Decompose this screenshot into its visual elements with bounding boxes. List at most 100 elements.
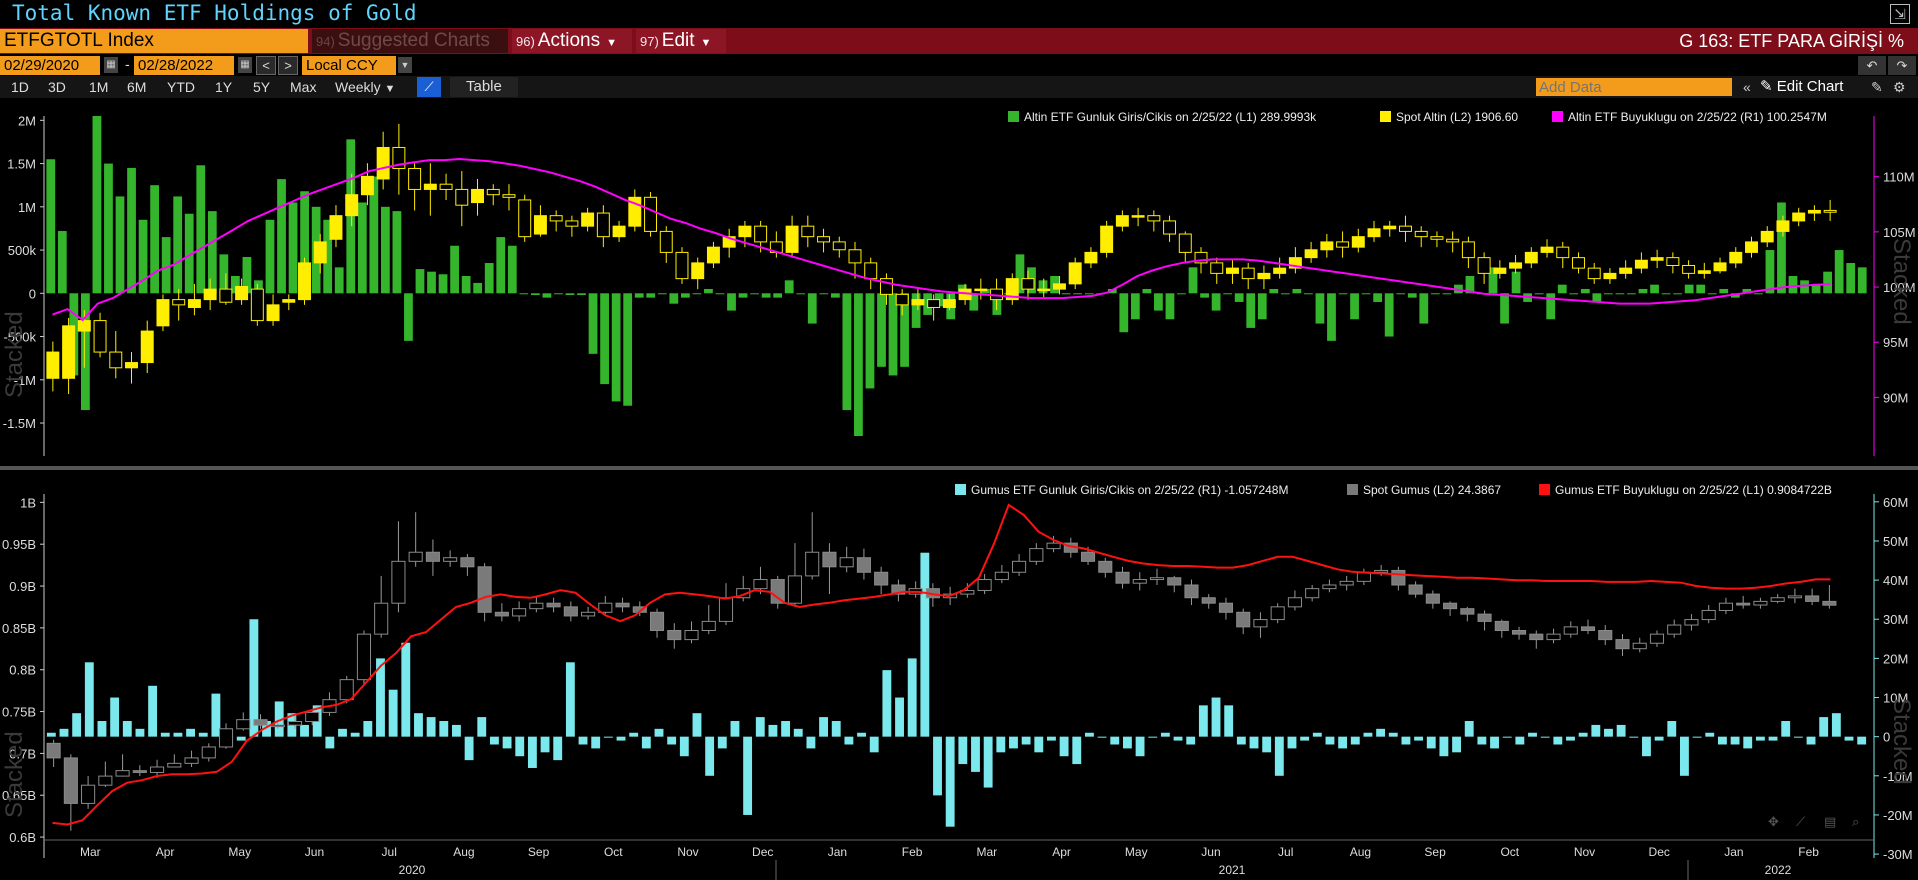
period-1y[interactable]: 1Y (215, 79, 233, 95)
actions-menu[interactable]: 96) Actions ▼ (512, 29, 632, 53)
left-tick-label: -1M (14, 373, 36, 388)
pan-icon[interactable]: ✥ (1768, 815, 1779, 830)
period-5y[interactable]: 5Y (253, 79, 271, 95)
gear-icon[interactable]: ⚙ (1893, 79, 1906, 95)
spot-silver-candle (425, 551, 440, 562)
line-chart-icon[interactable]: ⟋ (417, 77, 441, 97)
add-data-input[interactable] (1536, 78, 1732, 96)
silver-left-axis: 1B 0.95B 0.9B 0.85B 0.8B 0.75B 0.7B 0.65B 0.6B (2, 494, 45, 858)
frequency-select[interactable]: Weekly ▼ (332, 77, 398, 97)
spot-silver-candle (1667, 624, 1682, 635)
silver-flow-bar (540, 736, 550, 753)
gold-flow-bar (461, 276, 471, 294)
actions-label: Actions (537, 30, 601, 51)
draw-icon[interactable]: ⟋ (1796, 815, 1806, 830)
month-label: Apr (1052, 845, 1071, 859)
period-6m[interactable]: 6M (127, 79, 147, 95)
gold-flow-bar (773, 293, 783, 298)
silver-flow-bar (1578, 732, 1588, 737)
gold-flow-bar (750, 293, 759, 295)
legend-label: Gumus ETF Gunluk Giris/Cikis on 2/25/22 … (971, 483, 1288, 497)
calendar-icon[interactable]: ▦ (104, 57, 118, 73)
zoom-icon[interactable]: ⌕ (1852, 815, 1859, 830)
gold-flow-bar (369, 176, 379, 294)
spot-gold-candle (1477, 257, 1491, 274)
gold-flow-bar (1350, 293, 1359, 320)
edit-chart-button[interactable]: ✎ Edit Chart (1760, 77, 1843, 97)
collapse-icon[interactable]: « (1743, 79, 1751, 95)
edit-box-icon[interactable]: ✎ (1871, 79, 1883, 95)
spot-gold-candle (1776, 220, 1790, 232)
month-label: Aug (1350, 845, 1371, 859)
silver-flow-bar (1021, 736, 1031, 745)
gold-flow-bar (554, 293, 563, 295)
grid-icon[interactable]: ▤ (1824, 815, 1836, 830)
gold-flow-bar (242, 256, 252, 294)
next-period-button[interactable]: > (278, 56, 298, 75)
period-max[interactable]: Max (290, 79, 317, 95)
edit-chart-label: Edit Chart (1776, 78, 1844, 95)
spot-gold-candle (1760, 230, 1774, 243)
chevron-down-icon[interactable]: ▼ (398, 57, 412, 73)
gold-flow-bar (450, 245, 459, 294)
spot-gold-candle (486, 188, 500, 196)
gold-flow-bar (1500, 293, 1509, 324)
gold-flow-bar (323, 219, 333, 294)
period-1d[interactable]: 1D (11, 79, 29, 95)
silver-flow-bar (1414, 736, 1424, 741)
silver-flow-bar (1439, 736, 1449, 757)
silver-flow-bar (616, 736, 626, 741)
right-tick-label: -10M (1883, 769, 1913, 784)
spot-gold-candle (1493, 267, 1507, 274)
gold-flow-bar (150, 185, 159, 294)
chart-area[interactable]: Altin ETF Gunluk Giris/Cikis on 2/25/22 … (0, 98, 1918, 880)
gold-flow-bar (704, 288, 713, 294)
spot-silver-candle (1805, 595, 1820, 602)
silver-flow-bar (857, 732, 866, 737)
period-3d[interactable]: 3D (48, 79, 66, 95)
gold-flow-bar (1119, 293, 1129, 333)
silver-flow-bar (1768, 736, 1778, 741)
month-label: Jul (382, 845, 397, 859)
spot-silver-candle (891, 584, 906, 595)
legend-swatch (1008, 111, 1019, 122)
popout-icon[interactable]: ⇲ (1890, 4, 1910, 24)
ticker-field[interactable]: ETFGTOTL Index (0, 29, 308, 53)
silver-flow-bar (1642, 736, 1651, 757)
undo-icon[interactable]: ↶ (1858, 56, 1886, 75)
redo-icon[interactable]: ↷ (1888, 56, 1916, 75)
table-button[interactable]: Table (450, 77, 518, 97)
panel-divider[interactable] (0, 466, 1918, 470)
gold-flow-bar (623, 293, 633, 406)
gold-flow-bar (1188, 267, 1198, 294)
month-label: Oct (604, 845, 623, 859)
prev-period-button[interactable]: < (256, 56, 276, 75)
spot-gold-candle (1257, 272, 1271, 280)
currency-select[interactable]: Local CCY (302, 56, 396, 75)
silver-flow-bar (743, 736, 753, 815)
start-date-field[interactable]: 02/29/2020 (0, 56, 100, 75)
silver-flow-bar (1097, 736, 1107, 738)
silver-flow-bar (1667, 721, 1677, 737)
period-toolbar: 1D 3D 1M 6M YTD 1Y 5Y Max Weekly ▼ ⟋ Tab… (0, 76, 1918, 98)
spot-gold-candle (471, 188, 484, 204)
suggested-charts-button[interactable]: 94) Suggested Charts (312, 29, 508, 53)
silver-flow-bar (1135, 736, 1145, 757)
edit-label: Edit (661, 30, 695, 51)
gold-flow-bar (1165, 293, 1175, 320)
spot-gold-candle (942, 299, 956, 308)
silver-flow-bar (1249, 736, 1259, 749)
spot-silver-candle (1029, 548, 1044, 562)
left-tick-label: 2M (18, 113, 36, 128)
spot-gold-candle (628, 196, 642, 227)
month-label: Dec (752, 845, 773, 859)
period-ytd[interactable]: YTD (167, 79, 195, 95)
silver-flow-bar (831, 721, 841, 737)
period-1m[interactable]: 1M (89, 79, 109, 95)
silver-flow-bar (945, 736, 955, 827)
silver-flow-bar (920, 552, 930, 737)
end-date-field[interactable]: 02/28/2022 (134, 56, 234, 75)
calendar-icon[interactable]: ▦ (238, 57, 252, 73)
edit-menu[interactable]: 97) Edit ▼ (636, 29, 726, 53)
stacked-label: Stacked (1888, 238, 1915, 325)
